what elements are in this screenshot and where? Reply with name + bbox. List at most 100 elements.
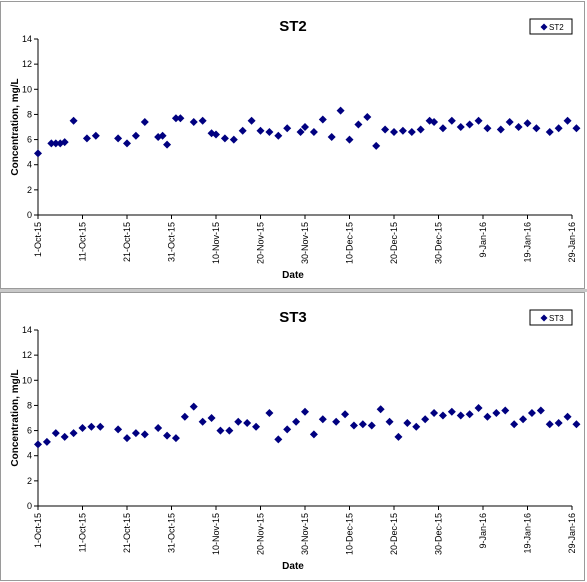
legend: ST2 (529, 18, 573, 35)
legend-marker (540, 314, 548, 322)
y-tick-label: 0 (27, 210, 32, 220)
data-point (123, 139, 131, 148)
x-tick-label: 1-Oct-15 (33, 222, 43, 257)
data-point (78, 424, 87, 433)
data-point (456, 411, 465, 420)
data-point (385, 417, 394, 426)
data-point (514, 123, 523, 131)
data-point (354, 120, 363, 129)
data-point (505, 117, 514, 126)
chart-panel-st3: ST3 ST3 0 2 4 6 8 10 12 14 1-Oct-15 11-Oct-15 21-Oct… (0, 292, 585, 581)
chart-title: ST3 (279, 309, 307, 326)
data-point (220, 134, 229, 143)
data-point (492, 408, 501, 417)
x-tick-label: 11-Oct-15 (78, 513, 88, 552)
data-point (367, 421, 376, 430)
data-point (87, 422, 96, 431)
data-point (198, 116, 207, 125)
x-tick-label: 20-Nov-15 (256, 513, 266, 555)
data-point (292, 417, 301, 426)
data-point (327, 133, 336, 142)
data-point (114, 425, 123, 434)
data-point (376, 405, 385, 414)
data-point (189, 117, 198, 126)
data-point (69, 429, 78, 438)
data-point (131, 131, 140, 140)
chart-panel-st2: ST2 ST2 0 2 4 6 8 10 12 14 1-Oct-15 11-Oct-15 21-Oct… (0, 1, 585, 289)
data-point (332, 417, 341, 426)
data-point (483, 124, 492, 133)
y-tick-label: 14 (22, 325, 32, 335)
y-tick-label: 4 (27, 160, 32, 170)
x-tick-label: 10-Nov-15 (211, 222, 221, 264)
data-point (234, 417, 243, 426)
x-tick-label: 31-Oct-15 (167, 513, 177, 553)
chart-title: ST2 (279, 18, 307, 35)
data-point (247, 116, 256, 125)
data-point (456, 123, 465, 131)
x-tick-label: 9-Jan-16 (478, 513, 488, 549)
data-point (60, 138, 69, 147)
data-point (283, 425, 292, 434)
data-point (381, 125, 390, 134)
panel-divider (0, 289, 587, 292)
data-point (114, 134, 123, 143)
legend: ST3 (529, 309, 573, 326)
data-point (474, 403, 483, 412)
data-point (91, 131, 100, 140)
data-point (345, 135, 354, 144)
data-point (96, 422, 105, 431)
data-point (238, 126, 247, 135)
data-point (274, 435, 283, 444)
data-point (438, 124, 447, 133)
data-point (430, 408, 439, 417)
data-point (496, 125, 505, 134)
data-point (421, 415, 430, 424)
legend-label: ST2 (549, 23, 564, 32)
data-point (158, 131, 167, 140)
data-point (483, 412, 492, 421)
data-point (318, 115, 327, 124)
x-axis-title: Date (282, 270, 304, 281)
data-point (363, 112, 372, 121)
data-point (189, 402, 198, 411)
data-point (131, 429, 140, 438)
data-point (554, 419, 563, 428)
data-point (554, 124, 563, 133)
data-point (216, 426, 225, 435)
data-point (265, 408, 274, 417)
x-tick-label: 29-Jan-16 (567, 513, 577, 554)
chart-svg-st2: ST2 ST2 0 2 4 6 8 10 12 14 1-Oct-15 11-Oct-15 21-Oct… (10, 18, 581, 281)
data-point (572, 124, 581, 133)
data-point (336, 106, 345, 115)
y-tick-label: 8 (27, 400, 32, 410)
y-tick-label: 0 (27, 501, 32, 511)
data-point (545, 128, 554, 137)
y-tick-label: 2 (27, 476, 32, 486)
y-tick-label: 12 (22, 350, 32, 360)
data-point (123, 434, 131, 443)
y-tick-label: 2 (27, 185, 32, 195)
x-tick-label: 29-Jan-16 (567, 222, 577, 263)
data-point (180, 412, 189, 421)
data-point (412, 422, 421, 431)
y-axis-title: Concentration, mg/L (10, 78, 21, 175)
data-point (394, 432, 403, 441)
data-point (572, 420, 581, 429)
data-point (296, 128, 305, 137)
legend-box (529, 309, 573, 326)
data-point (207, 414, 216, 422)
series-st2 (34, 106, 581, 158)
data-point (42, 437, 51, 446)
data-point (563, 116, 572, 125)
x-tick-label: 11-Oct-15 (78, 222, 88, 261)
data-point (536, 406, 545, 415)
y-tick-label: 12 (22, 59, 32, 69)
data-point (390, 128, 398, 137)
data-point (34, 440, 42, 449)
data-point (447, 407, 456, 416)
data-point (51, 429, 60, 438)
data-point (82, 134, 91, 143)
x-tick-label: 10-Dec-15 (345, 513, 355, 555)
x-tick-label: 30-Nov-15 (300, 222, 310, 264)
